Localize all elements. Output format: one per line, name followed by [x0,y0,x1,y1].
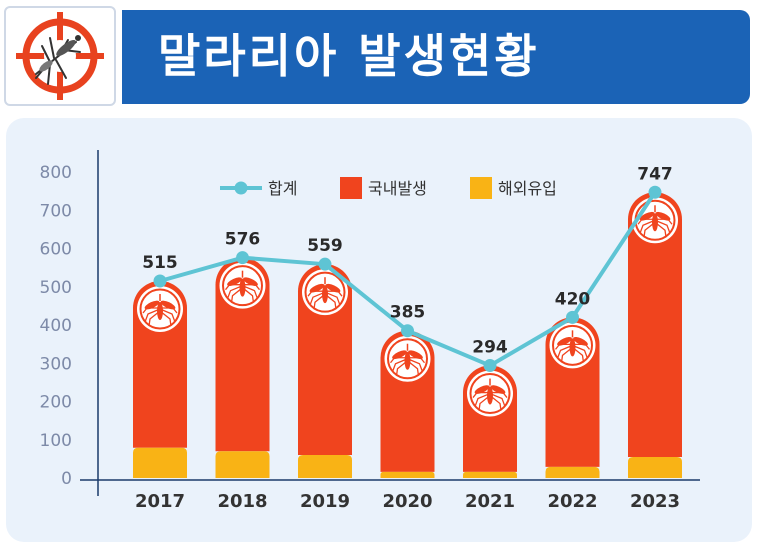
mosquito-target-icon [16,12,104,100]
legend-domestic-label: 국내발생 [368,179,427,198]
y-tick-label: 100 [40,431,72,451]
title-bar: 말라리아 발생현황 [122,10,750,104]
data-label: 420 [555,289,591,309]
total-point [401,324,414,338]
legend-overseas-swatch [470,177,492,199]
logo-box [4,6,116,106]
mosquito-badge-icon [549,322,596,369]
total-point [648,185,662,199]
x-tick-label: 2021 [465,491,515,512]
bar-domestic [215,257,270,452]
data-label: 515 [142,253,178,273]
data-label: 294 [472,338,508,358]
mosquito-badge-icon [384,335,431,382]
mosquito-badge-icon [137,286,183,333]
chart-panel [6,118,752,542]
bar-overseas [628,456,682,478]
mosquito-badge-icon [219,262,266,309]
legend-overseas-label: 해외유입 [498,179,557,198]
y-tick-label: 0 [61,469,72,489]
total-point [483,359,497,373]
legend-total-label: 합계 [268,179,297,198]
bar-domestic [298,264,352,456]
total-point [236,251,249,265]
y-tick-label: 800 [40,163,72,183]
bar-overseas [545,466,600,478]
data-label: 576 [225,230,261,250]
x-tick-label: 2023 [630,491,680,512]
bar-overseas [463,471,517,478]
x-tick-label: 2020 [382,491,432,512]
data-label: 747 [637,164,673,184]
x-tick-label: 2018 [217,491,267,512]
x-tick-label: 2022 [547,491,597,512]
data-label: 385 [390,303,426,323]
total-point [318,257,332,271]
mosquito-badge-icon [467,370,513,417]
y-tick-label: 600 [40,240,72,260]
mosquito-badge-icon [302,269,348,316]
bar-overseas [298,455,352,478]
bar-overseas [215,451,270,478]
total-point [153,274,167,288]
legend: 합계 국내발생 해외유입 [220,177,557,199]
data-label: 559 [307,236,343,256]
y-tick-label: 400 [40,316,72,336]
y-tick-label: 500 [40,278,72,298]
bar-overseas [133,447,187,478]
bar-overseas [380,471,435,478]
page-title: 말라리아 발생현황 [158,29,540,83]
legend-domestic-swatch [340,177,362,199]
bar-domestic [628,192,682,457]
y-tick-label: 700 [40,201,72,221]
y-tick-label: 300 [40,354,72,374]
total-point [566,310,579,324]
x-tick-label: 2019 [300,491,350,512]
x-tick-label: 2017 [135,491,185,512]
y-tick-label: 200 [40,393,72,413]
